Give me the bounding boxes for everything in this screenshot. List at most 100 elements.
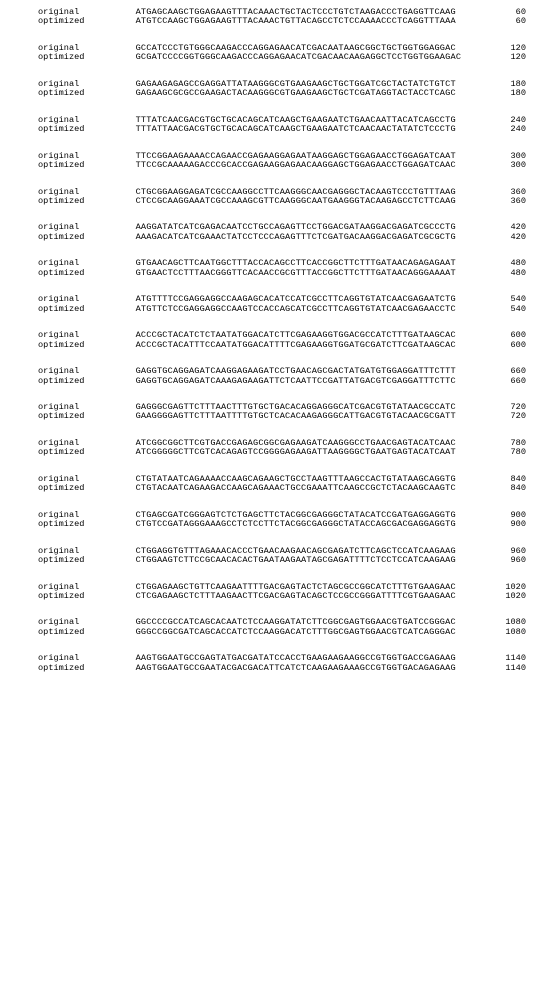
sequence-optimized: ACCCGCTACATTTCCAATATGGACATTTTCGAGAAGGTGG… — [136, 341, 478, 350]
position-number: 420 — [477, 233, 536, 242]
row-label: optimized — [0, 305, 136, 314]
sequence-optimized: GAGGTGCAGGAGATCAAAGAGAAGATTCTCAATTCCGATT… — [136, 377, 478, 386]
position-number: 300 — [477, 152, 536, 161]
row-label: optimized — [0, 197, 136, 206]
alignment-block: originalGAGGGCGAGTTCTTTAACTTTGTGCTGACACA… — [0, 403, 536, 422]
row-label: optimized — [0, 592, 136, 601]
sequence-optimized: CTCCGCAAGGAAATCGCCAAAGCGTTCAAGGGCAATGAAG… — [136, 197, 478, 206]
sequence-optimized: TTTATTAACGACGTGCTGCACAGCATCAAGCTGAAGAATC… — [136, 125, 478, 134]
alignment-block: originalGCCATCCCTGTGGGCAAGACCCAGGAGAACAT… — [0, 44, 536, 63]
alignment-row-optimized: optimizedCTGGAAGTCTTCCGCAACACACTGAATAAGA… — [0, 556, 536, 565]
position-number: 720 — [477, 403, 536, 412]
row-label: optimized — [0, 233, 136, 242]
position-number: 660 — [477, 377, 536, 386]
row-label: optimized — [0, 125, 136, 134]
position-number: 120 — [477, 44, 536, 53]
alignment-row-optimized: optimizedATCGGGGGCTTCGTCACAGAGTCCGGGGAGA… — [0, 448, 536, 457]
alignment-block: originalATGTTTTCCGAGGAGGCCAAGAGCACATCCAT… — [0, 295, 536, 314]
position-number: 1140 — [477, 664, 536, 673]
alignment-block: originalTTCCGGAAGAAAACCAGAACCGAGAAGGAGAA… — [0, 152, 536, 171]
row-label: optimized — [0, 664, 136, 673]
sequence-optimized: CTCGAGAAGCTCTTTAAGAACTTCGACGAGTACAGCTCCG… — [136, 592, 478, 601]
position-number: 840 — [477, 475, 536, 484]
sequence-optimized: CTGTCCGATAGGGAAAGCCTCTCCTTCTACGGCGAGGGCT… — [136, 520, 478, 529]
row-label: optimized — [0, 161, 136, 170]
alignment-block: originalCTGTATAATCAGAAAACCAAGCAGAAGCTGCC… — [0, 475, 536, 494]
position-number: 960 — [477, 547, 536, 556]
position-number: 900 — [477, 520, 536, 529]
position-number: 480 — [477, 269, 536, 278]
position-number: 420 — [477, 223, 536, 232]
alignment-block: originalATCGGCGGCTTCGTGACCGAGAGCGGCGAGAA… — [0, 439, 536, 458]
sequence-optimized: CTGTACAATCAGAAGACCAAGCAGAAACTGCCGAAATTCA… — [136, 484, 478, 493]
alignment-row-optimized: optimizedGGGCCGGCGATCAGCACCATCTCCAAGGACA… — [0, 628, 536, 637]
position-number: 960 — [477, 556, 536, 565]
position-number: 540 — [477, 295, 536, 304]
alignment-row-optimized: optimizedACCCGCTACATTTCCAATATGGACATTTTCG… — [0, 341, 536, 350]
alignment-row-optimized: optimizedCTCGAGAAGCTCTTTAAGAACTTCGACGAGT… — [0, 592, 536, 601]
sequence-optimized: TTCCGCAAAAAGACCCGCACCGAGAAGGAGAACAAGGAGC… — [136, 161, 478, 170]
alignment-row-optimized: optimizedTTTATTAACGACGTGCTGCACAGCATCAAGC… — [0, 125, 536, 134]
position-number: 840 — [477, 484, 536, 493]
row-label: optimized — [0, 520, 136, 529]
position-number: 1020 — [477, 592, 536, 601]
alignment-row-optimized: optimizedCTGTCCGATAGGGAAAGCCTCTCCTTCTACG… — [0, 520, 536, 529]
sequence-optimized: ATGTCCAAGCTGGAGAAGTTTACAAACTGTTACAGCCTCT… — [136, 17, 478, 26]
position-number: 180 — [477, 89, 536, 98]
position-number: 300 — [477, 161, 536, 170]
alignment-row-optimized: optimizedATGTCCAAGCTGGAGAAGTTTACAAACTGTT… — [0, 17, 536, 26]
row-label: optimized — [0, 628, 136, 637]
alignment-block: originalCTGGAGGTGTTTAGAAACACCCTGAACAAGAA… — [0, 547, 536, 566]
sequence-optimized: ATCGGGGGCTTCGTCACAGAGTCCGGGGAGAAGATTAAGG… — [136, 448, 478, 457]
row-label: optimized — [0, 17, 136, 26]
row-label: optimized — [0, 269, 136, 278]
position-number: 1080 — [477, 628, 536, 637]
position-number: 240 — [477, 116, 536, 125]
row-label: optimized — [0, 448, 136, 457]
alignment-block: originalGAGGTGCAGGAGATCAAGGAGAAGATCCTGAA… — [0, 367, 536, 386]
row-label: optimized — [0, 556, 136, 565]
alignment-row-optimized: optimizedCTGTACAATCAGAAGACCAAGCAGAAACTGC… — [0, 484, 536, 493]
position-number: 360 — [477, 188, 536, 197]
alignment-block: originalTTTATCAACGACGTGCTGCACAGCATCAAGCT… — [0, 116, 536, 135]
alignment-block: originalAAGTGGAATGCCGAGTATGACGATATCCACCT… — [0, 654, 536, 673]
row-label: optimized — [0, 377, 136, 386]
alignment-block: originalGAGAAGAGAGCCGAGGATTATAAGGGCGTGAA… — [0, 80, 536, 99]
alignment-row-optimized: optimizedGAAGGGGAGTTCTTTAATTTTGTGCTCACAC… — [0, 412, 536, 421]
position-number: 180 — [477, 80, 536, 89]
sequence-optimized: GTGAACTCCTTTAACGGGTTCACAACCGCGTTTACCGGCT… — [136, 269, 478, 278]
position-number: 360 — [477, 197, 536, 206]
position-number: 660 — [477, 367, 536, 376]
row-label: optimized — [0, 89, 136, 98]
row-label: optimized — [0, 53, 136, 62]
alignment-block: originalGTGAACAGCTTCAATGGCTTTACCACAGCCTT… — [0, 259, 536, 278]
row-label: optimized — [0, 341, 136, 350]
position-number: 780 — [477, 439, 536, 448]
sequence-alignment: originalATGAGCAAGCTGGAGAAGTTTACAAACTGCTA… — [0, 8, 536, 673]
alignment-row-optimized: optimizedGAGAAGCGCGCCGAAGACTACAAGGGCGTGA… — [0, 89, 536, 98]
sequence-optimized: GCGATCCCCGGTGGGCAAGACCCAGGAGAACATCGACAAC… — [136, 53, 478, 62]
alignment-block: originalATGAGCAAGCTGGAGAAGTTTACAAACTGCTA… — [0, 8, 536, 27]
alignment-row-optimized: optimizedAAAGACATCATCGAAACTATCCTCCCAGAGT… — [0, 233, 536, 242]
alignment-row-optimized: optimizedGTGAACTCCTTTAACGGGTTCACAACCGCGT… — [0, 269, 536, 278]
position-number: 600 — [477, 341, 536, 350]
position-number: 780 — [477, 448, 536, 457]
sequence-optimized: GAGAAGCGCGCCGAAGACTACAAGGGCGTGAAGAAGCTGC… — [136, 89, 478, 98]
alignment-block: originalACCCGCTACATCTCTAATATGGACATCTTCGA… — [0, 331, 536, 350]
sequence-optimized: CTGGAAGTCTTCCGCAACACACTGAATAAGAATAGCGAGA… — [136, 556, 478, 565]
sequence-optimized: GAAGGGGAGTTCTTTAATTTTGTGCTCACACAAGAGGGCA… — [136, 412, 478, 421]
alignment-block: originalAAGGATATCATCGAGACAATCCTGCCAGAGTT… — [0, 223, 536, 242]
alignment-block: originalCTGGAGAAGCTGTTCAAGAATTTTGACGAGTA… — [0, 583, 536, 602]
position-number: 240 — [477, 125, 536, 134]
alignment-block: originalGGCCCCGCCATCAGCACAATCTCCAAGGATAT… — [0, 618, 536, 637]
position-number: 720 — [477, 412, 536, 421]
alignment-row-optimized: optimizedGCGATCCCCGGTGGGCAAGACCCAGGAGAAC… — [0, 53, 536, 62]
alignment-row-optimized: optimizedGAGGTGCAGGAGATCAAAGAGAAGATTCTCA… — [0, 377, 536, 386]
position-number: 900 — [477, 511, 536, 520]
sequence-optimized: ATGTTCTCCGAGGAGGCCAAGTCCACCAGCATCGCCTTCA… — [136, 305, 478, 314]
alignment-block: originalCTGCGGAAGGAGATCGCCAAGGCCTTCAAGGG… — [0, 188, 536, 207]
sequence-optimized: AAAGACATCATCGAAACTATCCTCCCAGAGTTTCTCGATG… — [136, 233, 478, 242]
sequence-optimized: AAGTGGAATGCCGAATACGACGACATTCATCTCAAGAAGA… — [136, 664, 478, 673]
position-number: 120 — [477, 53, 536, 62]
alignment-row-optimized: optimizedTTCCGCAAAAAGACCCGCACCGAGAAGGAGA… — [0, 161, 536, 170]
